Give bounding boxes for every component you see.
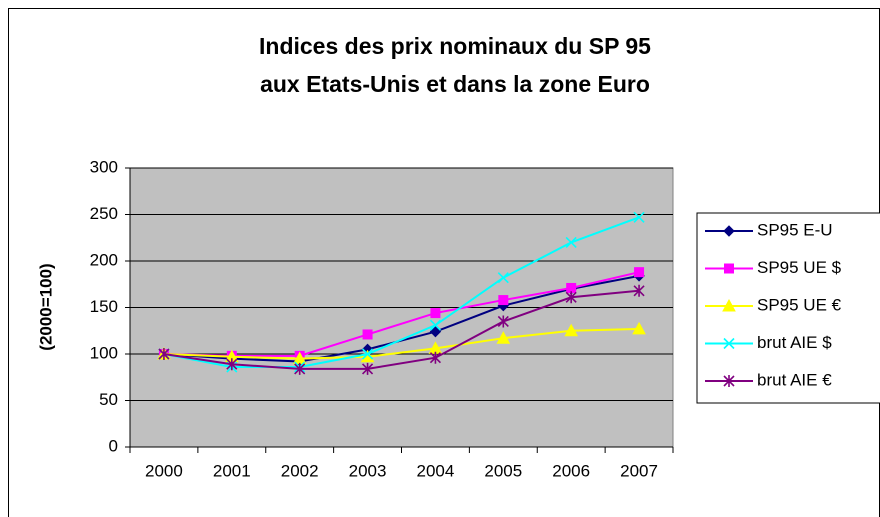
- marker: [632, 321, 646, 335]
- marker: [361, 362, 374, 375]
- x-tick-label: 2001: [213, 461, 251, 480]
- marker: [565, 291, 577, 304]
- marker: [430, 308, 441, 319]
- series-line: [163, 271, 640, 357]
- legend-marker: [722, 298, 736, 312]
- marker: [361, 348, 374, 360]
- marker: [566, 282, 577, 293]
- y-axis-label: (2000=100): [36, 263, 55, 350]
- series-line: [163, 216, 640, 369]
- series-line: [163, 327, 640, 360]
- marker: [497, 272, 509, 284]
- legend-marker: [723, 375, 735, 387]
- x-tick-label: 2004: [417, 461, 455, 480]
- y-tick-label: 0: [109, 436, 118, 455]
- marker: [158, 348, 170, 360]
- legend-label: SP95 UE €: [757, 295, 842, 314]
- x-tick-label: 2007: [620, 461, 658, 480]
- marker: [498, 295, 509, 306]
- x-tick-label: 2000: [145, 461, 183, 480]
- legend-label: brut AIE €: [757, 370, 832, 389]
- y-tick-label: 100: [90, 343, 118, 362]
- x-tick-label: 2002: [281, 461, 319, 480]
- legend-label: SP95 E-U: [757, 220, 833, 239]
- y-tick-label: 200: [90, 250, 118, 269]
- legend-label: brut AIE $: [757, 333, 832, 352]
- marker: [633, 284, 645, 297]
- x-tick-label: 2006: [552, 461, 590, 480]
- marker: [565, 236, 577, 248]
- marker: [634, 267, 645, 278]
- marker: [633, 211, 645, 223]
- marker: [497, 315, 509, 328]
- marker: [496, 331, 511, 344]
- x-tick-label: 2005: [484, 461, 522, 480]
- x-tick-label: 2003: [349, 461, 387, 480]
- marker: [564, 323, 579, 337]
- legend-marker: [723, 225, 735, 237]
- y-tick-label: 150: [90, 297, 118, 316]
- chart-title: aux Etats-Unis et dans la zone Euro: [260, 71, 650, 97]
- marker: [226, 358, 238, 371]
- legend-label: SP95 UE $: [757, 258, 842, 277]
- marker: [429, 325, 442, 338]
- series-line: [163, 289, 640, 370]
- y-tick-label: 300: [90, 157, 118, 176]
- legend-marker: [724, 263, 734, 274]
- marker: [429, 351, 442, 364]
- y-tick-label: 250: [90, 204, 118, 223]
- y-tick-label: 50: [99, 390, 118, 409]
- legend-marker: [723, 337, 735, 350]
- marker: [294, 362, 306, 375]
- marker: [362, 329, 373, 340]
- chart-title: Indices des prix nominaux du SP 95: [259, 33, 651, 59]
- marker: [429, 319, 442, 331]
